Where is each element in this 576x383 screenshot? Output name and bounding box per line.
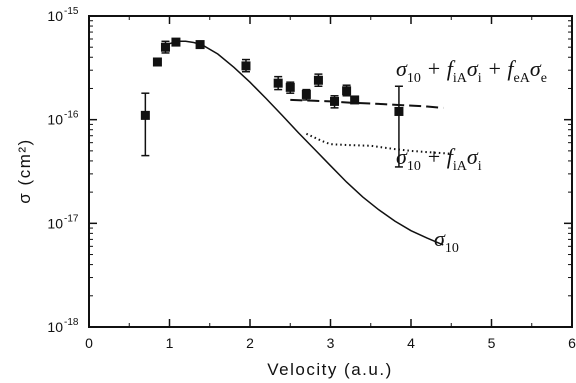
data-point: [394, 106, 404, 116]
data-point: [285, 82, 295, 92]
y-tick-exponent: -16: [64, 110, 79, 121]
data-point: [273, 78, 283, 88]
y-tick-label: 10: [47, 215, 63, 231]
y-tick-exponent: -15: [64, 6, 79, 17]
x-tick-label: 1: [166, 335, 174, 351]
x-tick-label: 0: [85, 335, 93, 351]
data-point: [160, 42, 170, 52]
data-point: [195, 40, 205, 50]
x-tick-label: 4: [407, 335, 415, 351]
axis-ticks: [88, 15, 573, 328]
data-point: [152, 57, 162, 67]
data-point: [301, 89, 311, 99]
x-tick-label: 3: [327, 335, 335, 351]
data-point: [171, 37, 181, 47]
theory-curves: [165, 40, 452, 246]
x-tick-label: 5: [488, 335, 496, 351]
y-tick-label: 10: [47, 8, 63, 24]
sigma10-plus-ionization-excitation-label: σ10 + fiAσi + feAσe: [396, 56, 547, 86]
data-point: [241, 61, 251, 71]
x-axis-title: Velocity (a.u.): [267, 360, 393, 379]
data-point: [330, 96, 340, 106]
curve-labels: σ10 σ10 + fiAσi σ10 + fiAσi + feAσe: [396, 56, 547, 256]
sigma10-plus-ionization-label: σ10 + fiAσi: [396, 144, 482, 174]
data-point: [342, 86, 352, 96]
y-tick-exponent: -18: [64, 317, 79, 328]
x-tick-labels: 0 1 2 3 4 5 6: [85, 335, 576, 351]
data-point: [140, 110, 150, 120]
y-tick-label: 10: [47, 112, 63, 128]
x-tick-label: 2: [246, 335, 254, 351]
sigma10-label: σ10: [434, 226, 459, 256]
x-tick-label: 6: [568, 335, 576, 351]
y-axis-title: σ (cm²): [15, 138, 34, 203]
data-point: [350, 95, 360, 105]
sigma10-curve: [165, 40, 444, 246]
sigma10-plus-ionization-excitation-curve: [290, 98, 444, 109]
data-point: [313, 75, 323, 85]
data-points: [140, 37, 404, 168]
y-tick-exponent: -17: [64, 213, 79, 224]
y-tick-label: 10: [47, 319, 63, 335]
